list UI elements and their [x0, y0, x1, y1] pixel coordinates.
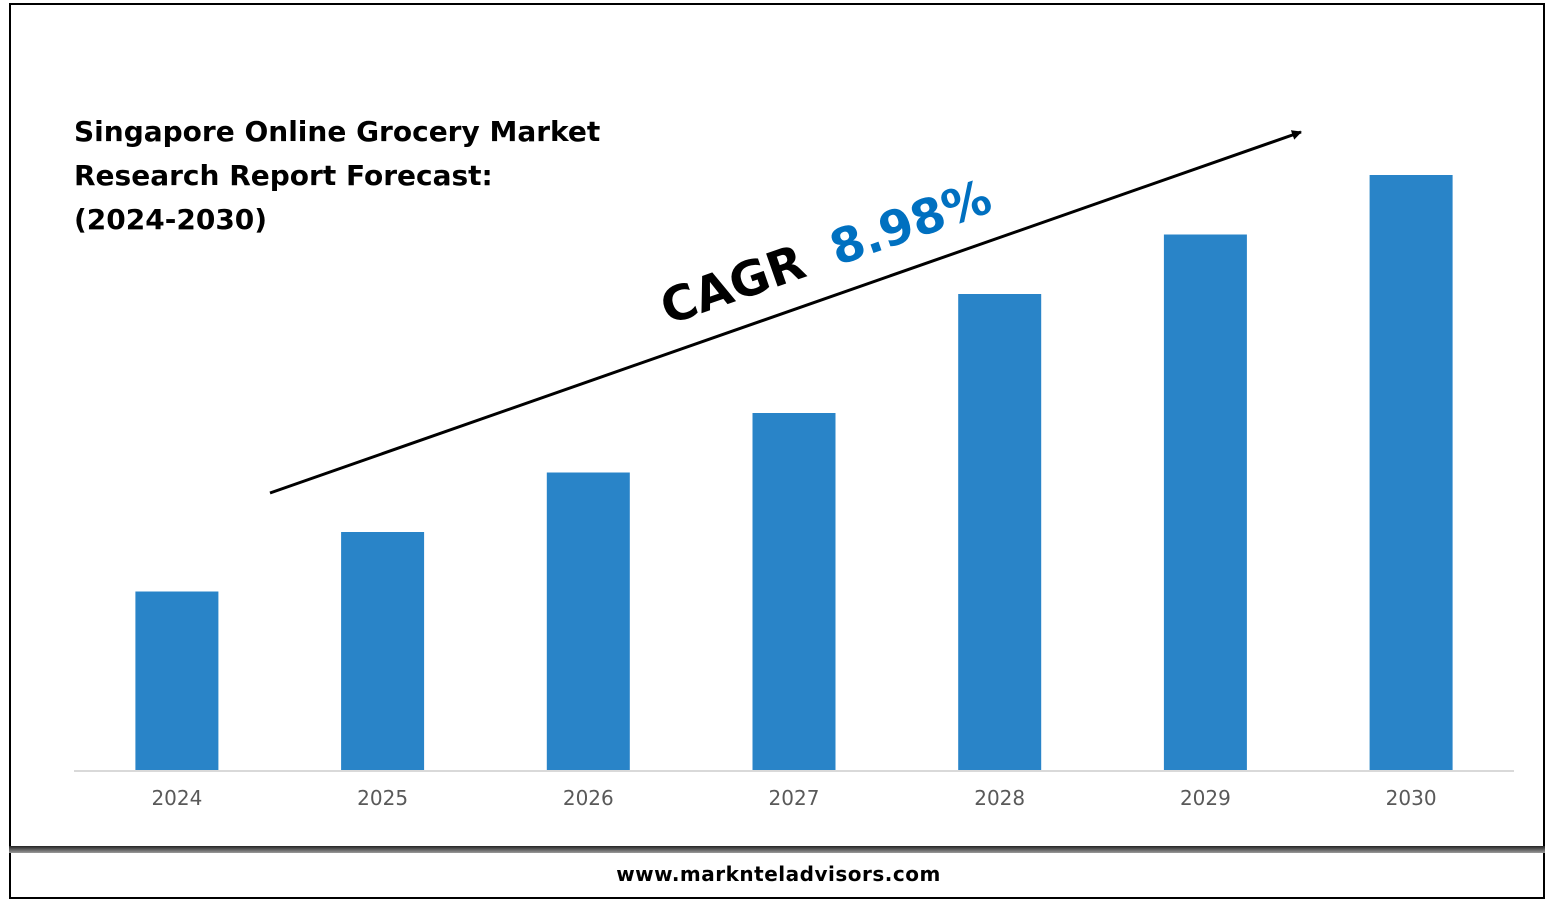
chart-title-line-1: Singapore Online Grocery Market	[74, 115, 601, 148]
cagr-label: CAGR	[653, 234, 812, 336]
x-tick-label-2027: 2027	[769, 786, 820, 810]
bar-2024	[135, 591, 219, 770]
bar-2027	[752, 413, 836, 770]
trend-arrow	[269, 130, 1302, 495]
chart-title: Singapore Online Grocery Market Research…	[74, 110, 694, 242]
bar-2030	[1369, 175, 1453, 770]
x-tick-label-2029: 2029	[1180, 786, 1231, 810]
chart-title-line-3: (2024-2030)	[74, 203, 268, 236]
x-tick-label-2024: 2024	[151, 786, 202, 810]
bar-2025	[341, 532, 425, 770]
x-tick-label-2028: 2028	[974, 786, 1025, 810]
cagr-value: 8.98%	[823, 169, 999, 277]
x-tick-label-2030: 2030	[1386, 786, 1437, 810]
chart-frame	[9, 3, 1545, 899]
bars-group	[135, 175, 1453, 770]
cagr-annotation: CAGR 8.98%	[653, 169, 998, 336]
chart-title-line-2: Research Report Forecast:	[74, 159, 493, 192]
x-tick-label-2025: 2025	[357, 786, 408, 810]
footer-website-link[interactable]: www.marknteladvisors.com	[616, 862, 941, 886]
svg-text:CAGR 8.98%: CAGR 8.98%	[653, 169, 998, 336]
x-tick-labels: 2024 2025 2026 2027 2028 2029 2030	[151, 786, 1436, 810]
x-tick-label-2026: 2026	[563, 786, 614, 810]
bar-2026	[546, 472, 630, 770]
bar-2028	[958, 294, 1042, 770]
footer-divider	[9, 846, 1545, 853]
bar-2029	[1163, 234, 1247, 770]
